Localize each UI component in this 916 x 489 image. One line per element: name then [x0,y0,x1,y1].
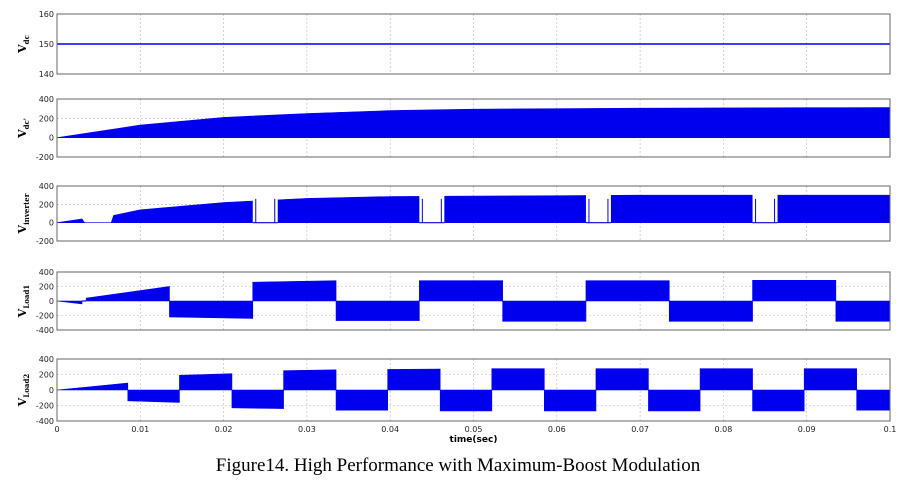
plot5-ytick-label: 0 [49,386,54,395]
figure-plots: 160 150 140 Vdc 400 200 0 -200 Vdc' 400 200 0 -200 Vi… [16,10,897,445]
plot5-pulse-block [127,389,180,403]
plot2-axes-frame [56,98,891,158]
plot5-pulse-block [699,368,753,391]
plot4-pulse-block [85,286,170,302]
plot4-ytick-label: -400 [36,326,54,335]
plot3-ytick-label: 0 [49,219,54,228]
xtick-label: 0.02 [215,425,233,434]
plot5-pulse-block [335,389,389,411]
plot4-axes-frame [56,271,891,331]
plot5-pulse-block [491,368,545,391]
plot5-pulse-block [387,368,441,391]
plot1-ytick-label: 150 [39,40,54,49]
plot4-ytick-label: 200 [39,283,54,292]
plot5-axes-frame [56,358,891,422]
plot2-envelope-area [56,107,891,138]
plot1-ylabel: Vdc [16,35,31,54]
plot3-ytick-label: 200 [39,200,54,209]
plot5-ytick-label: -400 [36,417,54,426]
figure-caption: Figure14. High Performance with Maximum-… [215,455,701,476]
plot5-pulse-block [231,389,284,409]
plot1-axes-frame [56,13,891,75]
plot4-pulse-block [502,300,587,322]
plot5-pulse-block [803,368,857,391]
xtick-label: 0.08 [714,425,732,434]
plot4-pulse-block [668,300,753,322]
plot3-ylabel: Vinverter [16,193,31,234]
plot5-ytick-label: 400 [39,355,54,364]
plot3-zero-interval [752,187,778,223]
plot3-zero-interval [585,187,611,223]
plot3-axes-frame [56,185,891,242]
xtick-label: 0.09 [798,425,816,434]
xtick-label: 0.03 [298,425,316,434]
xtick-label: 0 [54,425,59,434]
plot3-zero-interval [252,187,278,223]
xlabel: time(sec) [450,435,498,445]
plot4-pulse-block [169,300,254,319]
plot1-ytick-label: 160 [39,10,54,19]
plot4-ytick-label: 400 [39,268,54,277]
plot2-ytick-label: 400 [39,95,54,104]
plot5-ytick-label: -200 [36,402,54,411]
plot3-ytick-label: -200 [36,237,54,246]
plot4-ylabel: VLoad1 [16,285,31,319]
plot4-pulse-block [56,300,83,305]
plot2-ylabel: Vdc' [16,118,31,139]
plot4-pulse-block [419,280,503,302]
plot5-ylabel: VLoad2 [16,374,31,408]
plot5-pulse-block [544,389,597,412]
plot4-ytick-label: 0 [49,297,54,306]
plot4-pulse-block [335,300,420,321]
plot1-ytick-label: 140 [39,70,54,79]
plot4-pulse-block [585,280,670,302]
plot4-pulse-block [752,280,837,302]
xtick-label: 0.07 [631,425,649,434]
plot5-pulse-block [595,368,649,391]
plot5-pulse-block [56,382,129,391]
plot5-pulse-block [283,369,337,391]
plot5-pulse-block [179,373,233,391]
plot5-ytick-label: 200 [39,371,54,380]
plot2-ytick-label: 200 [39,114,54,123]
plot4-pulse-block [252,280,337,302]
plot5-pulse-block [752,389,805,412]
plot5-pulse-block [856,389,891,411]
plot2-ytick-label: 0 [49,134,54,143]
xtick-label: 0.01 [131,425,149,434]
plot3-zero-interval [419,187,445,223]
xtick-label: 0.05 [465,425,483,434]
xtick-label: 0.04 [381,425,399,434]
xtick-label: 0.06 [548,425,566,434]
plot5-pulse-block [439,389,493,412]
xtick-label: 0.1 [884,425,897,434]
plot4-pulse-block [835,300,891,322]
plot4-ytick-label: -200 [36,312,54,321]
plot5-pulse-block [648,389,701,412]
plot3-ytick-label: 400 [39,182,54,191]
plot2-ytick-label: -200 [36,153,54,162]
